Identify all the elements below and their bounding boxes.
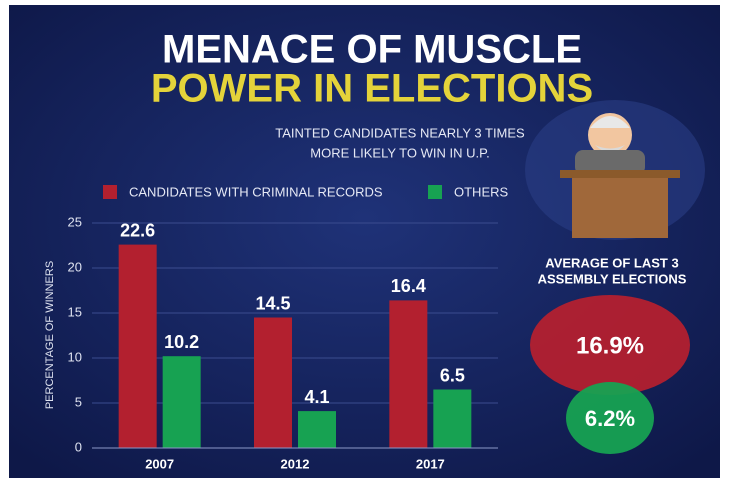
legend-swatch xyxy=(428,185,442,199)
bar xyxy=(298,411,336,448)
x-tick-label: 2012 xyxy=(281,456,310,471)
y-tick-label: 25 xyxy=(68,214,82,229)
x-tick-label: 2007 xyxy=(145,456,174,471)
legend-swatch xyxy=(103,185,117,199)
illustration xyxy=(525,100,705,240)
page: MENACE OF MUSCLE POWER IN ELECTIONS TAIN… xyxy=(0,0,729,485)
subtitle-line: TAINTED CANDIDATES NEARLY 3 TIMES xyxy=(275,125,525,140)
average-value: 6.2% xyxy=(585,406,635,431)
x-tick-label: 2017 xyxy=(416,456,445,471)
average-value: 16.9% xyxy=(576,332,644,359)
value-label: 6.5 xyxy=(440,365,465,385)
value-label: 4.1 xyxy=(304,387,329,407)
infographic: MENACE OF MUSCLE POWER IN ELECTIONS TAIN… xyxy=(0,0,729,485)
bar xyxy=(119,245,157,448)
bar xyxy=(254,318,292,449)
value-label: 10.2 xyxy=(164,332,199,352)
y-tick-label: 15 xyxy=(68,304,82,319)
y-tick-label: 5 xyxy=(75,394,82,409)
title-line: POWER IN ELECTIONS xyxy=(151,67,593,111)
bar xyxy=(389,300,427,448)
value-label: 22.6 xyxy=(120,220,155,240)
bar xyxy=(433,390,471,449)
title-line: MENACE OF MUSCLE xyxy=(162,28,582,72)
average-title: AVERAGE OF LAST 3 xyxy=(545,255,678,270)
bar xyxy=(163,356,201,448)
y-tick-label: 10 xyxy=(68,349,82,364)
value-label: 16.4 xyxy=(391,276,426,296)
legend-label: CANDIDATES WITH CRIMINAL RECORDS xyxy=(129,184,383,199)
subtitle-line: MORE LIKELY TO WIN IN U.P. xyxy=(310,145,489,160)
y-tick-label: 20 xyxy=(68,259,82,274)
average-title: ASSEMBLY ELECTIONS xyxy=(538,271,687,286)
y-axis-label: PERCENTAGE OF WINNERS xyxy=(44,261,56,409)
legend-label: OTHERS xyxy=(454,184,509,199)
y-tick-label: 0 xyxy=(75,439,82,454)
value-label: 14.5 xyxy=(255,293,290,313)
